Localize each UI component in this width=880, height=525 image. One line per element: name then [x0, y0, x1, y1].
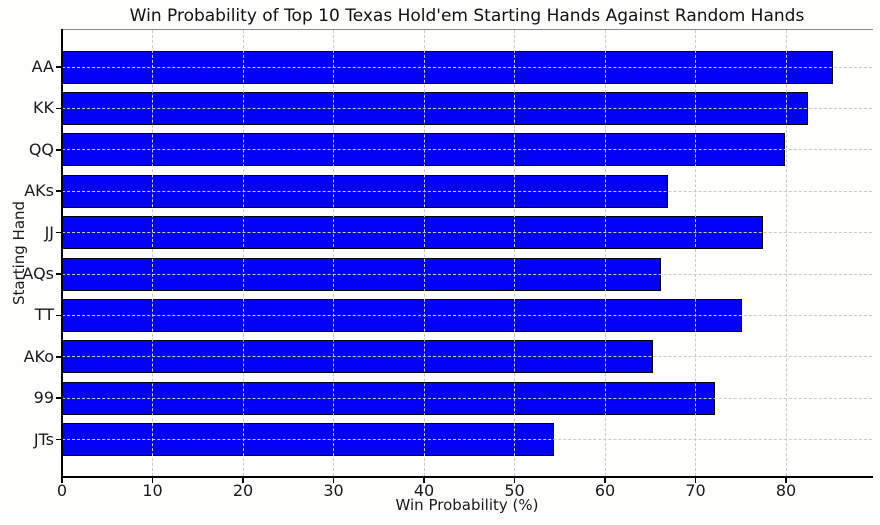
x-tick-mark	[513, 478, 516, 483]
x-tick-mark	[694, 478, 697, 483]
gridline	[62, 149, 872, 151]
plot-area: 0 10 20 30 40 50 60 70 80 AA KK QQ AKs JJ AQs TT AKo 99 JT…	[22, 29, 873, 500]
gridline	[62, 314, 872, 316]
x-axis-label: Win Probability (%)	[395, 496, 539, 514]
y-tick-label: AKs	[24, 181, 54, 201]
y-tick-label: AA	[31, 57, 54, 76]
x-tick-label: 20	[232, 481, 254, 500]
gridline	[62, 232, 872, 234]
y-tick-label: TT	[34, 305, 54, 325]
gridline	[604, 30, 606, 476]
gridline	[62, 273, 872, 275]
gridline	[62, 439, 872, 441]
x-tick-mark	[604, 478, 606, 483]
gridline	[695, 30, 697, 476]
x-tick-mark	[151, 478, 154, 483]
y-tick-mark	[56, 438, 61, 441]
gridline	[785, 30, 787, 476]
x-axis-spine	[61, 476, 873, 478]
y-axis-label: Starting Hand	[10, 200, 28, 306]
y-tick-label: JJ	[44, 222, 54, 242]
y-tick-label: QQ	[28, 139, 54, 159]
y-tick-label: 99	[33, 388, 54, 408]
gridline	[242, 30, 244, 476]
gridline	[62, 107, 872, 109]
x-tick-label: 30	[323, 481, 344, 500]
gridline	[152, 30, 153, 476]
x-tick-label: 10	[142, 481, 163, 500]
x-tick-label: 70	[685, 481, 706, 500]
x-tick-mark	[242, 478, 244, 483]
y-tick-label: JTs	[33, 429, 54, 449]
gridline	[62, 397, 872, 399]
y-tick-mark	[56, 231, 61, 234]
gridline	[423, 30, 425, 476]
top-spine	[61, 29, 873, 30]
x-tick-label: 80	[775, 481, 797, 500]
x-tick-label: 40	[413, 481, 435, 500]
y-tick-mark	[56, 314, 61, 317]
y-tick-label: AQs	[22, 264, 54, 283]
x-tick-mark	[423, 478, 425, 483]
gridline	[333, 30, 334, 476]
x-tick-label: 50	[504, 481, 525, 500]
gridline	[62, 356, 872, 358]
x-tick-mark	[61, 478, 63, 483]
gridline	[514, 30, 515, 476]
chart-title: Win Probability of Top 10 Texas Hold'em …	[129, 6, 805, 26]
y-tick-mark	[56, 273, 61, 275]
gridline	[62, 190, 872, 192]
x-tick-label: 60	[594, 481, 616, 500]
x-tick-label: 0	[56, 481, 68, 500]
y-tick-label: AKo	[23, 346, 54, 366]
y-tick-mark	[56, 149, 61, 151]
y-tick-mark	[56, 356, 61, 358]
y-tick-mark	[56, 66, 61, 68]
y-tick-label: KK	[33, 98, 54, 118]
y-tick-mark	[56, 107, 61, 110]
y-axis-spine	[61, 29, 63, 478]
x-tick-mark	[785, 478, 787, 483]
gridline	[62, 66, 872, 68]
y-tick-mark	[56, 190, 61, 192]
x-tick-mark	[332, 478, 335, 483]
y-tick-mark	[56, 397, 61, 399]
